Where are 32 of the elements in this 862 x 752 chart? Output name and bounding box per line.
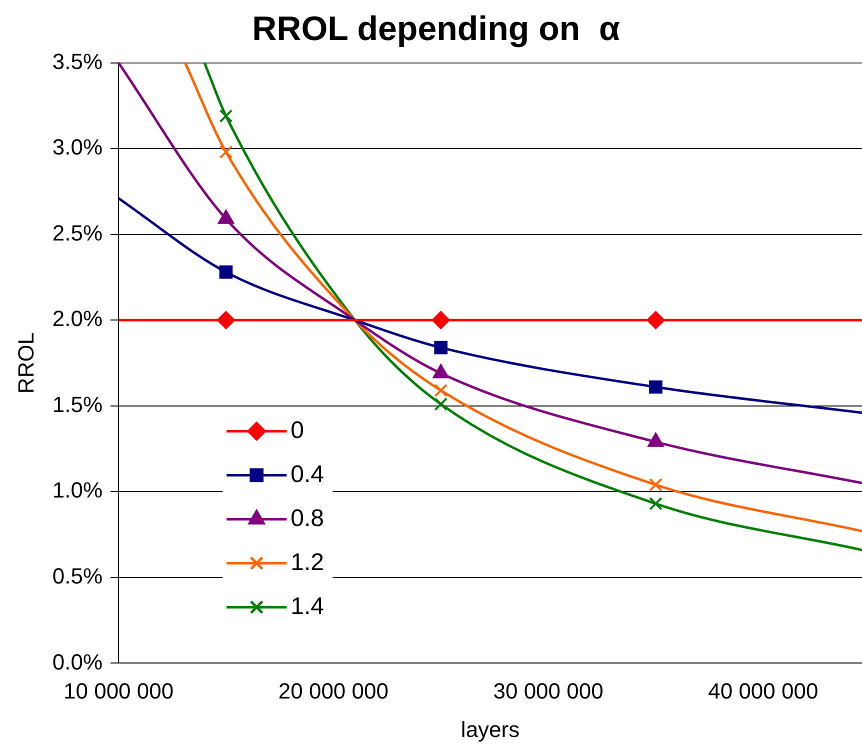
legend-label: 1.2	[290, 548, 324, 576]
point	[649, 478, 662, 492]
y-tick-label: 3.0%	[52, 134, 103, 160]
x-tick-label: 20 000 000	[278, 678, 388, 704]
point	[219, 109, 233, 123]
y-tick-label: 3.5%	[52, 48, 103, 74]
point	[434, 384, 448, 398]
point	[219, 265, 233, 279]
legend-label: 0.4	[290, 460, 324, 488]
point	[434, 398, 448, 411]
y-tick-label: 1.0%	[52, 478, 103, 503]
x-tick-label: 30 000 000	[493, 678, 604, 704]
y-tick-label: 0.0%	[52, 649, 103, 674]
point	[434, 340, 448, 354]
y-tick-label: 1.5%	[52, 392, 103, 417]
x-tick-label: 10 000 000	[63, 678, 174, 704]
x-tick-label: 40 000 000	[708, 678, 818, 704]
point	[649, 380, 662, 394]
x-axis-title: layers	[460, 716, 520, 742]
legend-label: 0	[290, 416, 304, 444]
y-tick-label: 2.0%	[52, 306, 103, 332]
chart-title: RROL depending on α	[252, 10, 620, 48]
y-tick-label: 2.5%	[52, 220, 103, 246]
point	[649, 497, 662, 510]
legend-label: 0.8	[290, 504, 324, 532]
point	[216, 311, 235, 330]
point	[219, 145, 233, 159]
y-axis-title: RROL	[13, 332, 38, 394]
legend-label: 1.4	[290, 592, 324, 620]
point	[646, 311, 665, 330]
y-tick-label: 0.5%	[52, 563, 103, 588]
point	[432, 311, 450, 330]
